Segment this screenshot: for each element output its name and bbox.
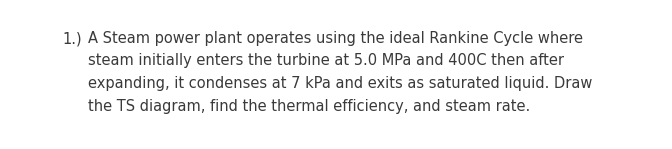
Text: steam initially enters the turbine at 5.0 MPa and 400C then after: steam initially enters the turbine at 5.… [88,53,564,69]
Text: the TS diagram, find the thermal efficiency, and steam rate.: the TS diagram, find the thermal efficie… [88,98,530,114]
Text: expanding, it condenses at 7 kPa and exits as saturated liquid. Draw: expanding, it condenses at 7 kPa and exi… [88,76,593,91]
Text: 1.): 1.) [62,31,81,46]
Text: A Steam power plant operates using the ideal Rankine Cycle where: A Steam power plant operates using the i… [88,31,583,46]
